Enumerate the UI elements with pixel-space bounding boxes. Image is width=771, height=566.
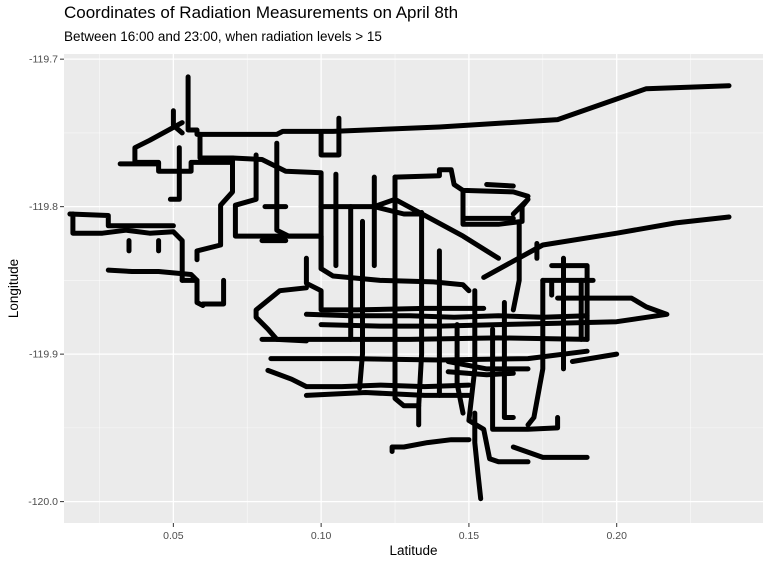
measurement-path-37 [371, 196, 501, 261]
measurement-path-6 [194, 155, 235, 263]
measurement-path-45 [501, 300, 516, 420]
plot-panel [64, 54, 763, 523]
measurement-path-13 [170, 108, 185, 136]
measurement-path-49 [549, 263, 590, 342]
measurement-path-8 [67, 211, 176, 229]
measurement-path-26 [265, 367, 472, 390]
measurement-path-15 [200, 277, 227, 307]
x-axis: 0.05 0.10 0.15 0.20 [163, 523, 627, 542]
x-axis-title: Latitude [389, 543, 437, 558]
measurement-path-29 [318, 115, 342, 158]
x-tick-label: 0.15 [459, 530, 480, 542]
measurement-path-27 [303, 390, 472, 398]
x-tick-label: 0.10 [311, 530, 332, 542]
measurement-path-52 [569, 351, 620, 364]
measurement-path-39 [460, 187, 531, 227]
measurement-path-24 [259, 335, 590, 342]
measurement-path-57 [510, 444, 590, 460]
y-axis: -119.7 -119.8 -119.9 -120.0 [28, 54, 64, 508]
measurement-path-54 [445, 369, 516, 378]
measurement-path-5 [274, 140, 324, 272]
chart-subtitle: Between 16:00 and 23:00, when radiation … [64, 29, 382, 44]
y-tick-label: -119.9 [29, 349, 58, 361]
measurement-path-7 [70, 211, 185, 283]
measurement-path-3 [481, 214, 732, 280]
measurement-path-38 [392, 167, 531, 199]
x-tick-label: 0.05 [163, 530, 184, 542]
series-layer [67, 74, 732, 502]
measurement-path-36 [318, 204, 425, 217]
measurement-path-1 [185, 74, 732, 137]
measurement-path-34 [416, 210, 425, 409]
measurement-path-46 [525, 277, 546, 428]
measurement-path-4 [232, 152, 324, 239]
y-tick-label: -119.8 [29, 201, 58, 213]
measurement-path-31 [357, 218, 365, 391]
measurement-path-55 [389, 437, 472, 454]
measurement-path-53 [445, 359, 531, 372]
x-tick-label: 0.20 [606, 530, 627, 542]
measurement-path-43 [454, 322, 466, 416]
measurement-path-44 [490, 326, 561, 432]
measurement-path-20 [303, 255, 487, 313]
y-tick-label: -120.0 [28, 496, 58, 508]
measurement-path-56 [472, 410, 484, 502]
y-axis-title: Longitude [6, 259, 21, 318]
y-tick-label: -119.7 [29, 54, 58, 66]
measurement-path-9 [105, 267, 206, 308]
measurement-path-40 [484, 182, 516, 189]
measurement-path-12 [167, 145, 182, 202]
chart-title: Coordinates of Radiation Measurements on… [64, 3, 459, 22]
measurement-path-41 [510, 221, 522, 313]
